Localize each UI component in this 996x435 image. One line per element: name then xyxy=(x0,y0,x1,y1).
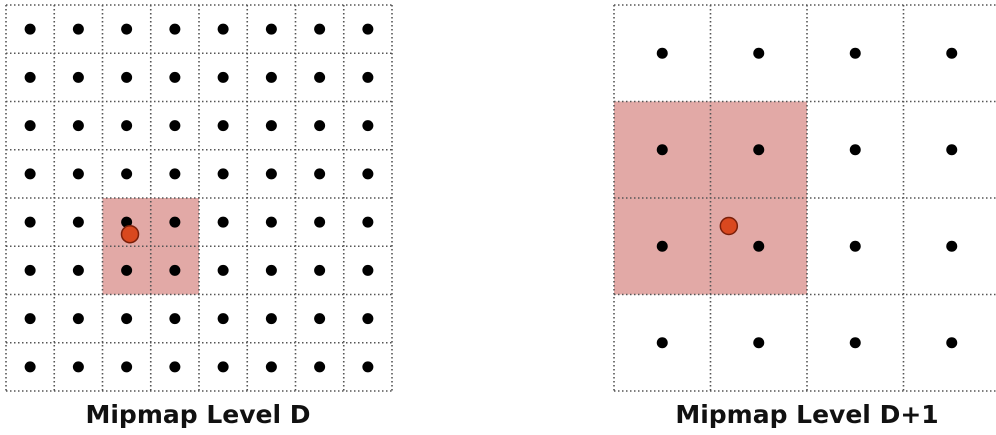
texel-center-dot xyxy=(72,168,84,180)
texel-center-dot xyxy=(72,120,84,132)
texel-center-dot xyxy=(24,168,36,180)
texel-center-dot xyxy=(217,71,229,83)
texel-center-dot xyxy=(121,168,133,180)
texel-center-dot xyxy=(362,120,374,132)
texel-center-dot xyxy=(72,71,84,83)
texel-center-dot xyxy=(849,240,861,252)
texel-center-dot xyxy=(169,71,181,83)
texel-center-dot xyxy=(362,71,374,83)
mipmap-level-d-plus-1-caption: Mipmap Level D+1 xyxy=(675,400,939,429)
texel-center-dot xyxy=(362,361,374,373)
texel-center-dot xyxy=(72,216,84,228)
texel-center-dot xyxy=(314,361,326,373)
mipmap-level-d-caption: Mipmap Level D xyxy=(85,400,311,429)
texel-center-dot xyxy=(265,23,277,35)
texel-center-dot xyxy=(265,168,277,180)
texel-center-dot xyxy=(946,240,958,252)
texel-center-dot xyxy=(656,240,668,252)
texel-center-dot xyxy=(362,313,374,325)
texel-center-dot xyxy=(121,216,133,228)
texel-center-dot xyxy=(217,264,229,276)
texel-center-dot xyxy=(24,23,36,35)
texel-center-dot xyxy=(849,47,861,59)
texel-center-dot xyxy=(121,120,133,132)
texel-center-dot xyxy=(314,71,326,83)
mipmap-level-d-panel xyxy=(0,0,400,400)
texel-center-dot xyxy=(849,337,861,349)
texel-center-dot xyxy=(946,47,958,59)
texel-center-dot xyxy=(169,216,181,228)
texel-center-dot xyxy=(169,361,181,373)
texel-center-dot xyxy=(217,216,229,228)
texel-center-dot xyxy=(72,23,84,35)
texel-center-dot xyxy=(24,216,36,228)
texel-center-dot xyxy=(217,361,229,373)
texel-center-dot xyxy=(121,361,133,373)
texel-center-dot xyxy=(265,71,277,83)
texel-center-dot xyxy=(946,337,958,349)
texel-center-dot xyxy=(656,144,668,156)
texel-center-dot xyxy=(362,264,374,276)
texel-center-dot xyxy=(217,313,229,325)
texel-center-dot xyxy=(121,264,133,276)
texel-center-dot xyxy=(362,168,374,180)
texel-center-dot xyxy=(24,361,36,373)
texel-center-dot xyxy=(217,23,229,35)
texel-center-dot xyxy=(265,120,277,132)
texel-center-dot xyxy=(169,120,181,132)
texel-center-dot xyxy=(314,216,326,228)
texel-center-dot xyxy=(946,144,958,156)
grid-lines xyxy=(5,4,393,392)
texel-center-dot xyxy=(72,313,84,325)
texel-center-dot xyxy=(753,240,765,252)
sample-point xyxy=(120,224,140,244)
texel-center-dot xyxy=(656,337,668,349)
texel-center-dot xyxy=(753,144,765,156)
texel-center-dot xyxy=(169,23,181,35)
mipmap-level-d-plus-1-panel xyxy=(608,0,996,400)
texel-center-dot xyxy=(121,23,133,35)
texel-center-dot xyxy=(72,361,84,373)
texel-center-dot xyxy=(362,23,374,35)
mipmap-level-d-grid xyxy=(5,4,393,392)
texel-center-dot xyxy=(314,23,326,35)
texel-center-dot xyxy=(656,47,668,59)
texel-center-dot xyxy=(849,144,861,156)
texel-center-dot xyxy=(24,71,36,83)
texel-center-dot xyxy=(265,216,277,228)
grid-lines xyxy=(613,4,996,392)
texel-center-dot xyxy=(265,313,277,325)
texel-center-dot xyxy=(217,168,229,180)
texel-center-dot xyxy=(72,264,84,276)
mipmap-level-d-plus-1-grid xyxy=(613,4,996,392)
sample-point xyxy=(719,216,739,236)
texel-center-dot xyxy=(217,120,229,132)
texel-center-dot xyxy=(24,313,36,325)
texel-center-dot xyxy=(314,264,326,276)
texel-center-dot xyxy=(753,337,765,349)
texel-center-dot xyxy=(169,313,181,325)
texel-center-dot xyxy=(362,216,374,228)
texel-center-dot xyxy=(121,313,133,325)
texel-center-dot xyxy=(314,120,326,132)
texel-center-dot xyxy=(314,313,326,325)
texel-center-dot xyxy=(24,264,36,276)
texel-center-dot xyxy=(265,264,277,276)
texel-center-dot xyxy=(265,361,277,373)
texel-center-dot xyxy=(24,120,36,132)
texel-center-dot xyxy=(169,168,181,180)
texel-center-dot xyxy=(121,71,133,83)
texel-center-dot xyxy=(314,168,326,180)
texel-center-dot xyxy=(169,264,181,276)
texel-center-dot xyxy=(753,47,765,59)
